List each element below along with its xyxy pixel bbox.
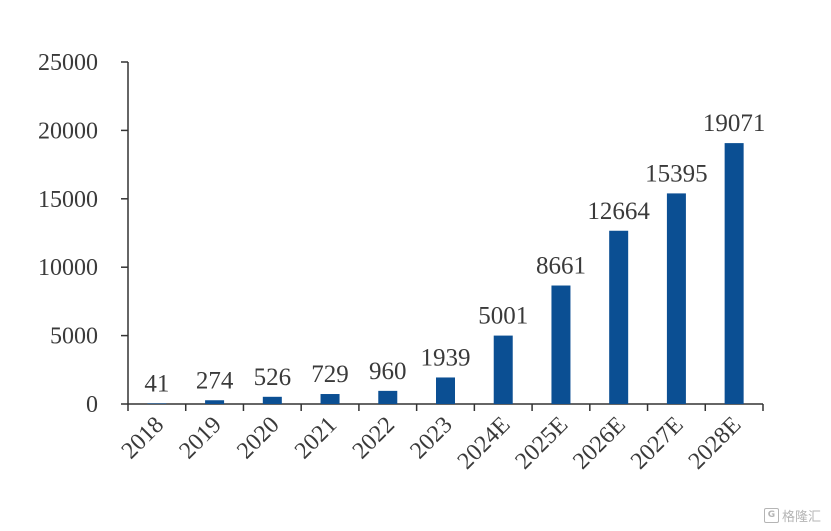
x-axis: 2018 2019 2020 2021 2022 20232024E2025E2026E2… — [117, 403, 764, 475]
watermark-logo-icon: G — [763, 508, 779, 523]
data-label: 15395 — [645, 160, 708, 187]
y-tick-label: 5000 — [50, 324, 98, 350]
data-labels: 41 274 526 729 960 1939 5001 8661 12664 15395 1907… — [144, 110, 765, 397]
x-tick-label: 2027E — [626, 412, 689, 475]
x-tick-label: 2025E — [510, 412, 573, 475]
bar — [147, 403, 167, 404]
x-tick-label: 2023 — [405, 412, 457, 464]
data-label: 1939 — [421, 344, 471, 371]
bar — [436, 377, 455, 404]
y-tick-label: 25000 — [38, 50, 98, 76]
data-label: 41 — [144, 370, 169, 397]
x-tick-label: 2020 — [232, 412, 284, 464]
bar — [493, 335, 513, 404]
bar — [262, 396, 282, 404]
data-label: 960 — [369, 358, 407, 385]
x-tick-label: 2022 — [348, 412, 400, 464]
bar — [320, 394, 340, 404]
x-tick-label: 2021 — [290, 412, 342, 464]
x-tick-label: 2028E — [684, 412, 747, 475]
bar — [378, 390, 398, 404]
data-label: 19071 — [703, 110, 766, 137]
data-label: 729 — [311, 361, 349, 388]
bar-series — [147, 143, 744, 405]
data-label: 274 — [196, 367, 234, 394]
x-tick-label: 2018 — [117, 412, 169, 464]
bar — [205, 400, 225, 404]
x-tick-label: 2026E — [568, 412, 631, 475]
bar — [551, 285, 571, 404]
data-label: 8661 — [536, 253, 586, 280]
y-tick-label: 0 — [86, 392, 98, 418]
bar — [609, 230, 629, 404]
data-label: 12664 — [587, 198, 650, 225]
x-tick-label: 2024E — [453, 412, 516, 475]
y-axis: 0 5000 10000 15000 20000 25000 — [38, 50, 129, 418]
watermark-text: 格隆汇 — [781, 510, 821, 525]
y-tick-label: 20000 — [38, 118, 98, 144]
bar — [666, 193, 686, 404]
data-label: 526 — [254, 364, 292, 391]
y-tick-label: 15000 — [38, 187, 98, 213]
bar — [724, 143, 744, 405]
y-tick-label: 10000 — [38, 255, 98, 281]
data-label: 5001 — [478, 303, 528, 330]
watermark: G 格隆汇 — [763, 506, 821, 525]
x-tick-label: 2019 — [175, 412, 227, 464]
